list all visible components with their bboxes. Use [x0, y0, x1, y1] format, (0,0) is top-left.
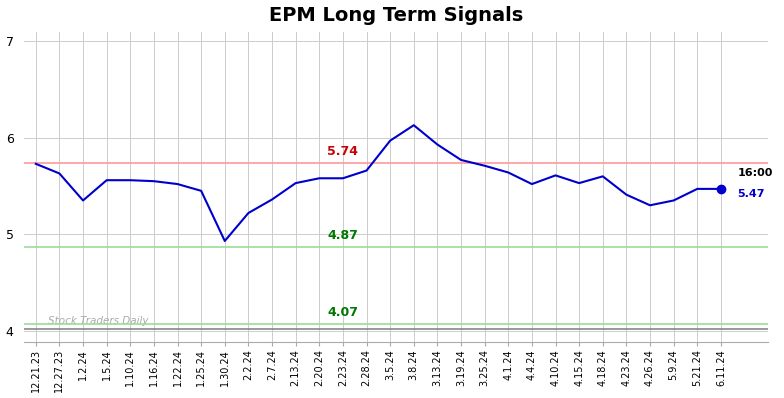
Text: 5.47: 5.47: [738, 189, 765, 199]
Text: 5.74: 5.74: [328, 145, 358, 158]
Title: EPM Long Term Signals: EPM Long Term Signals: [269, 6, 523, 25]
Text: 4.87: 4.87: [328, 229, 358, 242]
Text: 4.07: 4.07: [328, 306, 358, 319]
Text: Stock Traders Daily: Stock Traders Daily: [48, 316, 148, 326]
Text: 16:00: 16:00: [738, 168, 773, 178]
